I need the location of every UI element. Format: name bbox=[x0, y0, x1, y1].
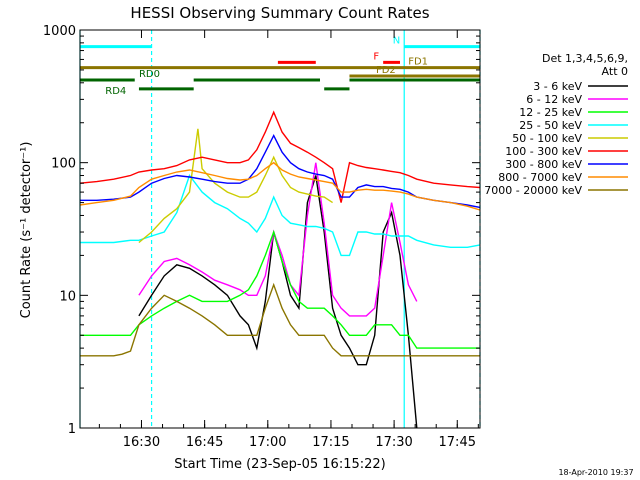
legend-header-line-1: Det 1,3,4,5,6,9, bbox=[542, 52, 628, 65]
x-tick-label: 16:30 bbox=[123, 435, 160, 450]
status-label-fd2: FD2 bbox=[376, 65, 396, 76]
legend-label-50-100-kev: 50 - 100 keV bbox=[512, 132, 582, 145]
y-tick-label: 1000 bbox=[43, 24, 76, 39]
x-tick-label: 16:45 bbox=[186, 435, 223, 450]
series-line-800-7000-kev bbox=[79, 161, 481, 211]
x-axis-label: Start Time (23-Sep-05 16:15:22) bbox=[174, 457, 385, 472]
series-line-300-800-kev bbox=[80, 134, 481, 209]
series-line-100-300-kev bbox=[79, 110, 481, 203]
legend-label-12-25-kev: 12 - 25 keV bbox=[519, 106, 582, 119]
x-tick-label: 17:45 bbox=[439, 435, 476, 450]
legend-label-7000-20000-kev: 7000 - 20000 keV bbox=[484, 184, 582, 197]
legend-header-line-2: Att 0 bbox=[602, 65, 628, 78]
chart-title: HESSI Observing Summary Count Rates bbox=[130, 4, 429, 22]
status-label-rd4: RD4 bbox=[105, 86, 126, 97]
legend-label-6-12-kev: 6 - 12 keV bbox=[526, 93, 582, 106]
x-tick-label: 17:00 bbox=[249, 435, 286, 450]
plot-frame bbox=[79, 29, 481, 429]
status-label-f: F bbox=[373, 51, 379, 62]
axes: 16:30 16:45 17:00 17:15 17:30 17:45 1 10 100 1000 bbox=[43, 24, 480, 450]
status-label-rd0: RD0 bbox=[139, 69, 160, 80]
legend-label-25-50-kev: 25 - 50 keV bbox=[519, 119, 582, 132]
y-axis-label: Count Rate (s⁻¹ detector⁻¹) bbox=[19, 142, 34, 319]
series-line-25-50-kev bbox=[80, 174, 481, 257]
series-line-3-6-kev bbox=[138, 175, 418, 429]
x-tick-label: 17:30 bbox=[375, 435, 412, 450]
legend-label-3-6-kev: 3 - 6 keV bbox=[533, 80, 582, 93]
series-line-6-12-kev bbox=[138, 162, 418, 317]
series-line-50-100-kev bbox=[138, 128, 333, 244]
status-label-fd1: FD1 bbox=[408, 57, 428, 68]
legend-label-800-7000-kev: 800 - 7000 keV bbox=[498, 171, 582, 184]
legend-label-300-800-kev: 300 - 800 keV bbox=[505, 158, 582, 171]
series-line-12-25-kev bbox=[80, 229, 480, 349]
y-tick-label: 10 bbox=[59, 289, 76, 304]
legend-label-100-300-kev: 100 - 300 keV bbox=[505, 145, 582, 158]
status-label-n: N bbox=[393, 36, 400, 47]
y-tick-label: 100 bbox=[51, 157, 76, 172]
x-tick-label: 17:15 bbox=[312, 435, 349, 450]
y-tick-label: 1 bbox=[68, 422, 76, 437]
series-line-7000-20000-kev bbox=[80, 282, 480, 357]
plot-area: N F FD1 FD2 RD0 RD4 bbox=[79, 30, 481, 429]
timestamp: 18-Apr-2010 19:37 bbox=[558, 468, 633, 477]
